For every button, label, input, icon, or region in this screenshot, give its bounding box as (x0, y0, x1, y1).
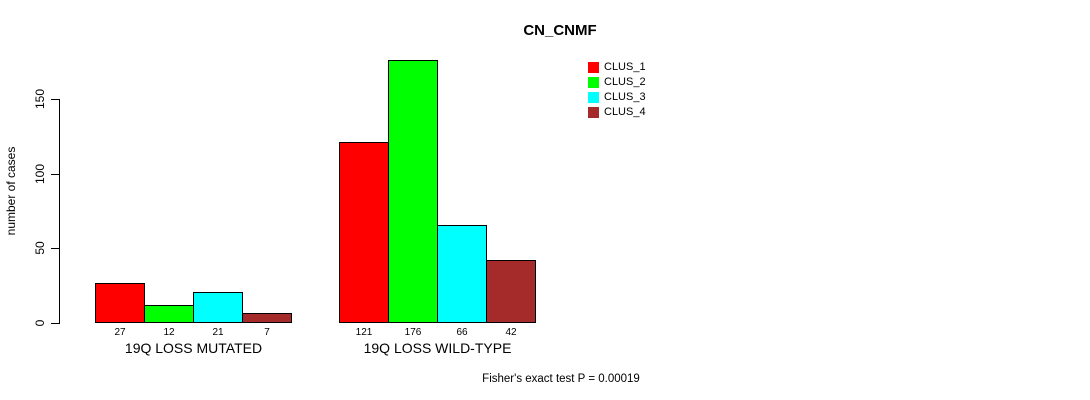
legend-swatch-clus3-icon (588, 92, 599, 103)
y-axis-tick (51, 323, 59, 324)
bar-clus_4-group2 (486, 260, 536, 323)
legend-item-clus2: CLUS_2 (588, 77, 646, 88)
legend-item-clus3: CLUS_3 (588, 92, 646, 103)
bar-clus_3-group2 (437, 225, 487, 323)
bar-clus_4-group1 (242, 313, 292, 323)
legend-label-clus1: CLUS_1 (604, 61, 646, 73)
y-axis-tick-label: 150 (33, 88, 47, 110)
y-axis-tick (51, 248, 59, 249)
bar-value-label: 7 (264, 327, 270, 338)
y-axis-tick-label: 0 (33, 319, 47, 327)
bar-value-label: 12 (163, 327, 175, 338)
bar-clus_3-group1 (193, 292, 243, 323)
bar-clus_1-group1 (95, 283, 145, 323)
legend-item-clus4: CLUS_4 (588, 107, 646, 118)
bar-clus_1-group2 (339, 142, 389, 323)
chart-title: CN_CNMF (523, 22, 597, 39)
y-axis-label: number of cases (4, 146, 18, 236)
legend-label-clus3: CLUS_3 (604, 91, 646, 103)
y-axis-tick (51, 99, 59, 100)
bar-clus_2-group1 (144, 305, 194, 323)
y-axis-tick-label: 50 (33, 241, 47, 255)
legend-label-clus4: CLUS_4 (604, 106, 646, 118)
bar-value-label: 121 (355, 327, 373, 338)
bar-value-label: 42 (505, 327, 517, 338)
y-axis-tick-label: 100 (33, 163, 47, 185)
category-label: 19Q LOSS MUTATED (124, 340, 263, 356)
legend-swatch-clus4-icon (588, 107, 599, 118)
bar-clus_2-group2 (388, 60, 438, 323)
bar-value-label: 176 (404, 327, 422, 338)
category-label: 19Q LOSS WILD-TYPE (363, 340, 512, 356)
bar-value-label: 27 (114, 327, 126, 338)
y-axis-line (59, 99, 60, 324)
bar-value-label: 66 (456, 327, 468, 338)
legend-swatch-clus1-icon (588, 62, 599, 73)
legend-swatch-clus2-icon (588, 77, 599, 88)
legend: CLUS_1 CLUS_2 CLUS_3 CLUS_4 (588, 62, 646, 118)
fisher-test-footnote: Fisher's exact test P = 0.00019 (482, 373, 640, 385)
y-axis-tick (51, 174, 59, 175)
legend-label-clus2: CLUS_2 (604, 76, 646, 88)
bar-value-label: 21 (212, 327, 224, 338)
legend-item-clus1: CLUS_1 (588, 62, 646, 73)
